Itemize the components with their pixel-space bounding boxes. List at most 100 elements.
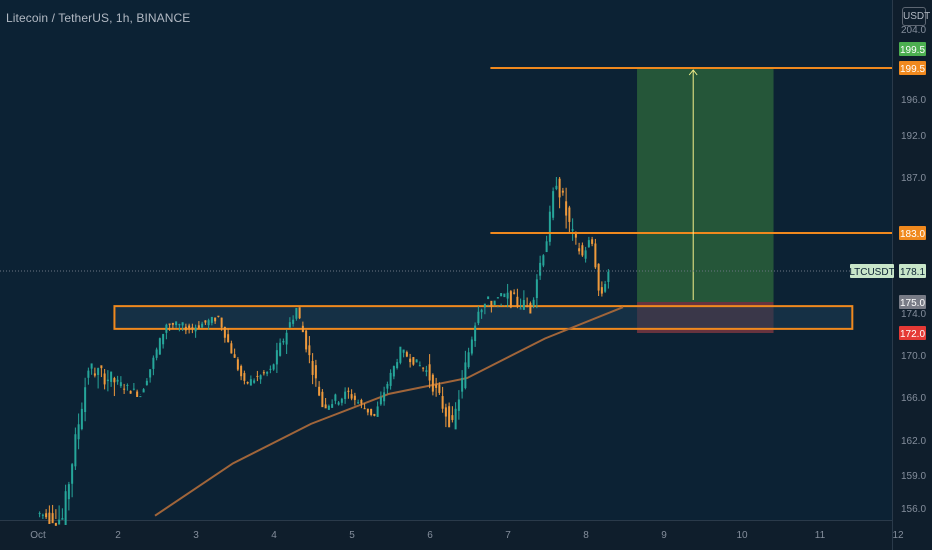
- candle-body[interactable]: [483, 303, 486, 308]
- candle-body[interactable]: [116, 379, 119, 382]
- candle-body[interactable]: [350, 394, 353, 399]
- candle-body[interactable]: [77, 424, 80, 440]
- candle-body[interactable]: [474, 325, 477, 342]
- candle-body[interactable]: [308, 345, 311, 356]
- candle-body[interactable]: [162, 334, 165, 345]
- candle-body[interactable]: [574, 233, 577, 238]
- candle-body[interactable]: [591, 239, 594, 244]
- candle-body[interactable]: [188, 325, 191, 329]
- candle-body[interactable]: [467, 352, 470, 367]
- candle-body[interactable]: [552, 191, 555, 218]
- candle-body[interactable]: [314, 365, 317, 379]
- candle-body[interactable]: [240, 366, 243, 377]
- candle-body[interactable]: [279, 342, 282, 356]
- candle-body[interactable]: [490, 300, 493, 307]
- candle-body[interactable]: [305, 330, 308, 350]
- candle-body[interactable]: [285, 332, 288, 345]
- candle-body[interactable]: [539, 262, 542, 276]
- candle-body[interactable]: [383, 392, 386, 402]
- candle-body[interactable]: [594, 243, 597, 268]
- candle-body[interactable]: [402, 349, 405, 353]
- candle-body[interactable]: [581, 245, 584, 256]
- candle-body[interactable]: [61, 518, 64, 520]
- candle-body[interactable]: [178, 324, 181, 326]
- candle-body[interactable]: [412, 357, 415, 365]
- candle-body[interactable]: [532, 299, 535, 306]
- candle-body[interactable]: [337, 402, 340, 405]
- candle-body[interactable]: [142, 389, 145, 393]
- candle-body[interactable]: [441, 396, 444, 409]
- candle-body[interactable]: [301, 325, 304, 333]
- candle-body[interactable]: [243, 373, 246, 381]
- candle-body[interactable]: [480, 309, 483, 313]
- candle-body[interactable]: [119, 382, 122, 387]
- candle-body[interactable]: [516, 296, 519, 306]
- candle-body[interactable]: [607, 271, 610, 282]
- candle-body[interactable]: [604, 284, 607, 292]
- candle-body[interactable]: [201, 323, 204, 328]
- time-axis-background[interactable]: [0, 520, 892, 550]
- candle-body[interactable]: [129, 390, 132, 394]
- candle-body[interactable]: [587, 240, 590, 248]
- candle-body[interactable]: [220, 317, 223, 328]
- candle-body[interactable]: [470, 339, 473, 354]
- candle-body[interactable]: [396, 362, 399, 369]
- candle-body[interactable]: [139, 396, 142, 398]
- candle-body[interactable]: [87, 370, 90, 378]
- candle-body[interactable]: [370, 408, 373, 415]
- candle-body[interactable]: [405, 352, 408, 357]
- candle-body[interactable]: [45, 513, 48, 518]
- candle-body[interactable]: [487, 296, 490, 300]
- candle-body[interactable]: [54, 522, 57, 526]
- candle-body[interactable]: [431, 374, 434, 392]
- candle-body[interactable]: [149, 369, 152, 378]
- candle-body[interactable]: [409, 358, 412, 363]
- support-zone-box[interactable]: [113, 305, 854, 330]
- candle-body[interactable]: [210, 316, 213, 323]
- candle-body[interactable]: [103, 373, 106, 385]
- candle-body[interactable]: [266, 371, 269, 374]
- candle-body[interactable]: [155, 349, 158, 358]
- candle-body[interactable]: [253, 380, 256, 383]
- candle-body[interactable]: [318, 386, 321, 396]
- candle-body[interactable]: [71, 464, 74, 484]
- candle-body[interactable]: [526, 305, 529, 307]
- candle-body[interactable]: [454, 408, 457, 430]
- candle-body[interactable]: [171, 322, 174, 325]
- candle-body[interactable]: [327, 405, 330, 410]
- candle-body[interactable]: [181, 322, 184, 326]
- candle-body[interactable]: [51, 513, 54, 524]
- candle-body[interactable]: [392, 366, 395, 377]
- candle-body[interactable]: [191, 327, 194, 329]
- candle-body[interactable]: [548, 211, 551, 242]
- candle-body[interactable]: [415, 359, 418, 363]
- candle-body[interactable]: [194, 327, 197, 332]
- candle-body[interactable]: [165, 324, 168, 333]
- candle-body[interactable]: [457, 399, 460, 411]
- candle-body[interactable]: [126, 384, 129, 386]
- candle-body[interactable]: [292, 319, 295, 324]
- candle-body[interactable]: [152, 357, 155, 369]
- candle-body[interactable]: [565, 201, 568, 216]
- candle-body[interactable]: [38, 513, 41, 515]
- candle-body[interactable]: [561, 190, 564, 193]
- candle-body[interactable]: [90, 363, 93, 369]
- candle-body[interactable]: [93, 373, 96, 376]
- candle-body[interactable]: [233, 354, 236, 358]
- candle-body[interactable]: [347, 390, 350, 392]
- candle-body[interactable]: [357, 402, 360, 404]
- candle-body[interactable]: [444, 407, 447, 417]
- candle-body[interactable]: [158, 338, 161, 355]
- candle-body[interactable]: [571, 229, 574, 231]
- candle-body[interactable]: [509, 291, 512, 308]
- candle-body[interactable]: [600, 287, 603, 294]
- candle-body[interactable]: [422, 367, 425, 369]
- candle-body[interactable]: [113, 378, 116, 383]
- candle-body[interactable]: [451, 415, 454, 420]
- candle-body[interactable]: [204, 320, 207, 323]
- candle-body[interactable]: [529, 303, 532, 314]
- target-zone[interactable]: [637, 68, 774, 302]
- candle-body[interactable]: [522, 300, 525, 310]
- candle-body[interactable]: [259, 375, 262, 380]
